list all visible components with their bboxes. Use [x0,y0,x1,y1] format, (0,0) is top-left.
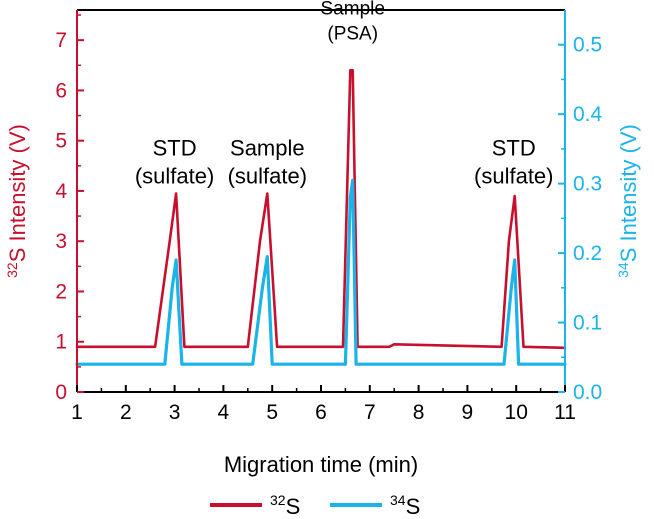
y-right-tick-label: 0.5 [573,34,602,57]
legend-label-text: S [406,494,421,519]
peak-annotation-4: STD [492,135,536,160]
x-tick-label: 1 [71,401,83,424]
x-tick-label: 8 [413,401,425,424]
x-tick-label: 3 [169,401,181,424]
y-left-tick-label: 1 [55,331,67,354]
peak-annotation-2: (sulfate) [228,163,307,188]
x-tick-label: 5 [266,401,278,424]
x-tick-label: 4 [218,401,230,424]
y-right-tick-label: 0.1 [573,312,602,335]
y-right-tick-label: 0.4 [573,103,603,126]
y-left-tick-label: 2 [55,280,67,303]
series-line-32S [75,69,567,350]
y-left-axis-label: 32S Intensity (V) [4,124,30,278]
y-right-tick-label: 0.3 [573,173,602,196]
y-left-tick-label: 4 [55,180,67,203]
y-right-axis-label-sup: 34 [615,262,631,278]
y-left-tick-label: 0 [55,381,67,404]
axes-layer: 1 2 3 4 5 6 7 8 9 10 11012345670.00.10.20.30.40.5M… [4,9,641,477]
x-tick-label: 9 [462,401,474,424]
peak-annotation-3: Sample [321,0,385,20]
y-right-axis-label-text: S Intensity (V) [616,124,641,262]
x-axis-label: Migration time (min) [224,452,418,477]
legend-label-0: 32S [270,492,300,519]
y-left-tick-label: 7 [55,29,67,52]
y-right-tick-label: 0.2 [573,242,602,265]
x-tick-label: 10 [505,401,528,424]
y-left-axis-label-sup: 32 [4,262,20,278]
legend-label-sup: 32 [270,492,286,508]
legend-label-1: 34S [390,492,420,519]
series-line-34S [75,178,567,366]
peak-annotation-1: STD [153,135,197,160]
y-left-tick-label: 3 [55,230,67,253]
x-tick-label: 7 [364,401,376,424]
peak-annotation-2: Sample [230,135,305,160]
y-left-tick-label: 5 [55,130,67,153]
x-tick-label: 6 [315,401,327,424]
y-left-tick-label: 6 [55,79,67,102]
annotations: STD (sulfate) Sample (sulfate) Sample (PSA) ST… [135,0,554,188]
legend-label-text: S [286,494,301,519]
peak-annotation-4: (sulfate) [474,163,553,188]
legend: 32S 34S [210,492,420,519]
series-layer [75,69,567,366]
x-tick-label: 11 [554,401,576,424]
x-tick-label: 2 [120,401,132,424]
legend-label-sup: 34 [390,492,406,508]
y-left-axis-label-text: S Intensity (V) [5,124,30,262]
peak-annotation-1: (sulfate) [135,163,214,188]
peak-annotation-3: (PSA) [327,24,378,45]
y-right-tick-label: 0.0 [573,381,602,404]
y-right-axis-label: 34S Intensity (V) [615,124,641,278]
